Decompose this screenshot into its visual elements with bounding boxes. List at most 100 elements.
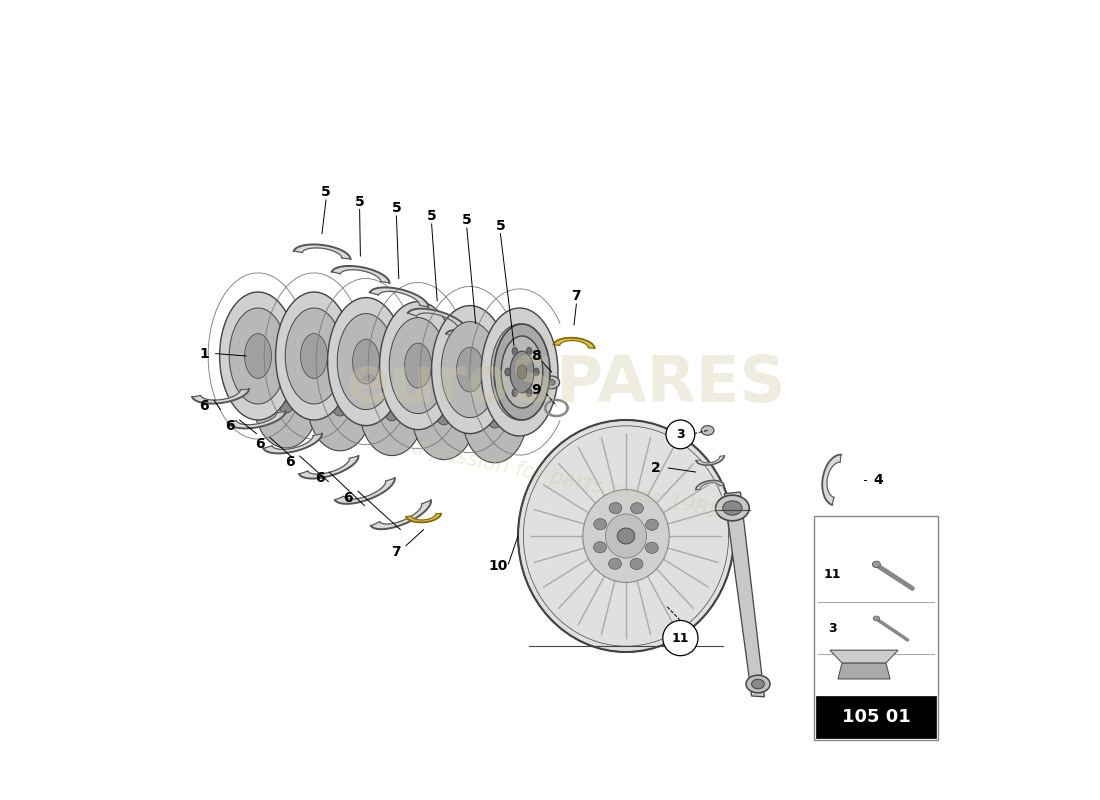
Polygon shape <box>192 389 249 403</box>
Text: 2: 2 <box>651 461 660 475</box>
Ellipse shape <box>510 351 534 393</box>
Ellipse shape <box>481 308 558 436</box>
Text: 7: 7 <box>392 545 402 559</box>
Polygon shape <box>302 385 377 397</box>
Text: 5: 5 <box>427 209 437 223</box>
Text: 3: 3 <box>676 428 684 441</box>
Ellipse shape <box>331 390 349 416</box>
Text: 5: 5 <box>392 201 402 215</box>
Text: 7: 7 <box>572 289 581 303</box>
Polygon shape <box>354 390 429 401</box>
Text: 1: 1 <box>199 346 209 361</box>
Polygon shape <box>553 338 595 348</box>
Ellipse shape <box>873 616 880 621</box>
Text: 4: 4 <box>873 473 883 487</box>
Ellipse shape <box>338 314 395 410</box>
Ellipse shape <box>277 386 295 413</box>
Polygon shape <box>484 351 544 380</box>
Ellipse shape <box>360 359 425 455</box>
Polygon shape <box>371 500 431 529</box>
Ellipse shape <box>723 501 743 515</box>
Ellipse shape <box>534 368 539 376</box>
Polygon shape <box>407 330 482 341</box>
Polygon shape <box>294 245 351 259</box>
Text: 11: 11 <box>824 567 842 581</box>
FancyBboxPatch shape <box>814 516 938 740</box>
Ellipse shape <box>456 347 483 392</box>
Ellipse shape <box>609 502 622 514</box>
Ellipse shape <box>617 528 635 544</box>
Polygon shape <box>370 287 428 307</box>
Ellipse shape <box>527 389 532 397</box>
Ellipse shape <box>494 324 550 420</box>
Polygon shape <box>332 266 389 283</box>
Polygon shape <box>725 492 764 697</box>
Text: 3: 3 <box>828 622 837 634</box>
Text: 5: 5 <box>354 194 364 209</box>
Ellipse shape <box>701 426 714 435</box>
Text: 105 01: 105 01 <box>842 707 911 726</box>
Polygon shape <box>696 456 724 465</box>
Text: 6: 6 <box>315 471 324 486</box>
Ellipse shape <box>594 518 606 530</box>
Ellipse shape <box>608 558 622 570</box>
Ellipse shape <box>583 490 669 582</box>
Ellipse shape <box>527 347 532 355</box>
Ellipse shape <box>872 562 880 568</box>
Polygon shape <box>838 663 890 679</box>
Ellipse shape <box>486 402 504 428</box>
Polygon shape <box>246 385 326 391</box>
Text: a passion for parts since 1985: a passion for parts since 1985 <box>410 438 722 522</box>
Ellipse shape <box>506 350 534 394</box>
Ellipse shape <box>630 558 642 570</box>
Text: 6: 6 <box>343 490 353 505</box>
Text: 8: 8 <box>531 349 541 363</box>
Polygon shape <box>263 434 322 454</box>
Polygon shape <box>408 309 468 331</box>
Ellipse shape <box>431 306 508 434</box>
Ellipse shape <box>605 514 647 558</box>
Ellipse shape <box>491 324 549 420</box>
Text: 5: 5 <box>321 185 331 199</box>
Ellipse shape <box>383 394 402 421</box>
Polygon shape <box>459 334 531 343</box>
Ellipse shape <box>229 308 287 404</box>
Ellipse shape <box>517 365 527 379</box>
Polygon shape <box>246 321 326 327</box>
Text: 6: 6 <box>285 455 295 470</box>
Polygon shape <box>302 321 377 333</box>
Ellipse shape <box>411 363 476 459</box>
Ellipse shape <box>512 347 518 355</box>
Ellipse shape <box>505 368 510 376</box>
FancyBboxPatch shape <box>816 695 936 738</box>
Polygon shape <box>334 478 395 504</box>
Polygon shape <box>830 650 898 663</box>
Ellipse shape <box>630 502 644 514</box>
Ellipse shape <box>441 322 498 418</box>
Ellipse shape <box>746 675 770 693</box>
Polygon shape <box>407 394 482 405</box>
Ellipse shape <box>646 519 659 530</box>
Polygon shape <box>406 514 441 522</box>
Ellipse shape <box>405 343 431 388</box>
Ellipse shape <box>512 389 518 397</box>
Ellipse shape <box>518 420 734 652</box>
Ellipse shape <box>548 379 556 385</box>
Ellipse shape <box>300 334 328 378</box>
Ellipse shape <box>389 318 447 414</box>
Text: euroSPARES: euroSPARES <box>346 353 785 415</box>
Ellipse shape <box>276 292 352 420</box>
Ellipse shape <box>253 352 319 448</box>
Circle shape <box>666 420 695 449</box>
Polygon shape <box>354 326 429 337</box>
Ellipse shape <box>543 376 560 389</box>
Text: 5: 5 <box>462 213 472 227</box>
Text: 11: 11 <box>672 631 689 645</box>
Ellipse shape <box>462 366 527 462</box>
Ellipse shape <box>328 298 405 426</box>
Polygon shape <box>228 411 286 429</box>
Polygon shape <box>822 454 842 505</box>
Text: 5: 5 <box>495 218 505 233</box>
Text: 6: 6 <box>199 399 209 414</box>
Text: 9: 9 <box>531 382 540 397</box>
